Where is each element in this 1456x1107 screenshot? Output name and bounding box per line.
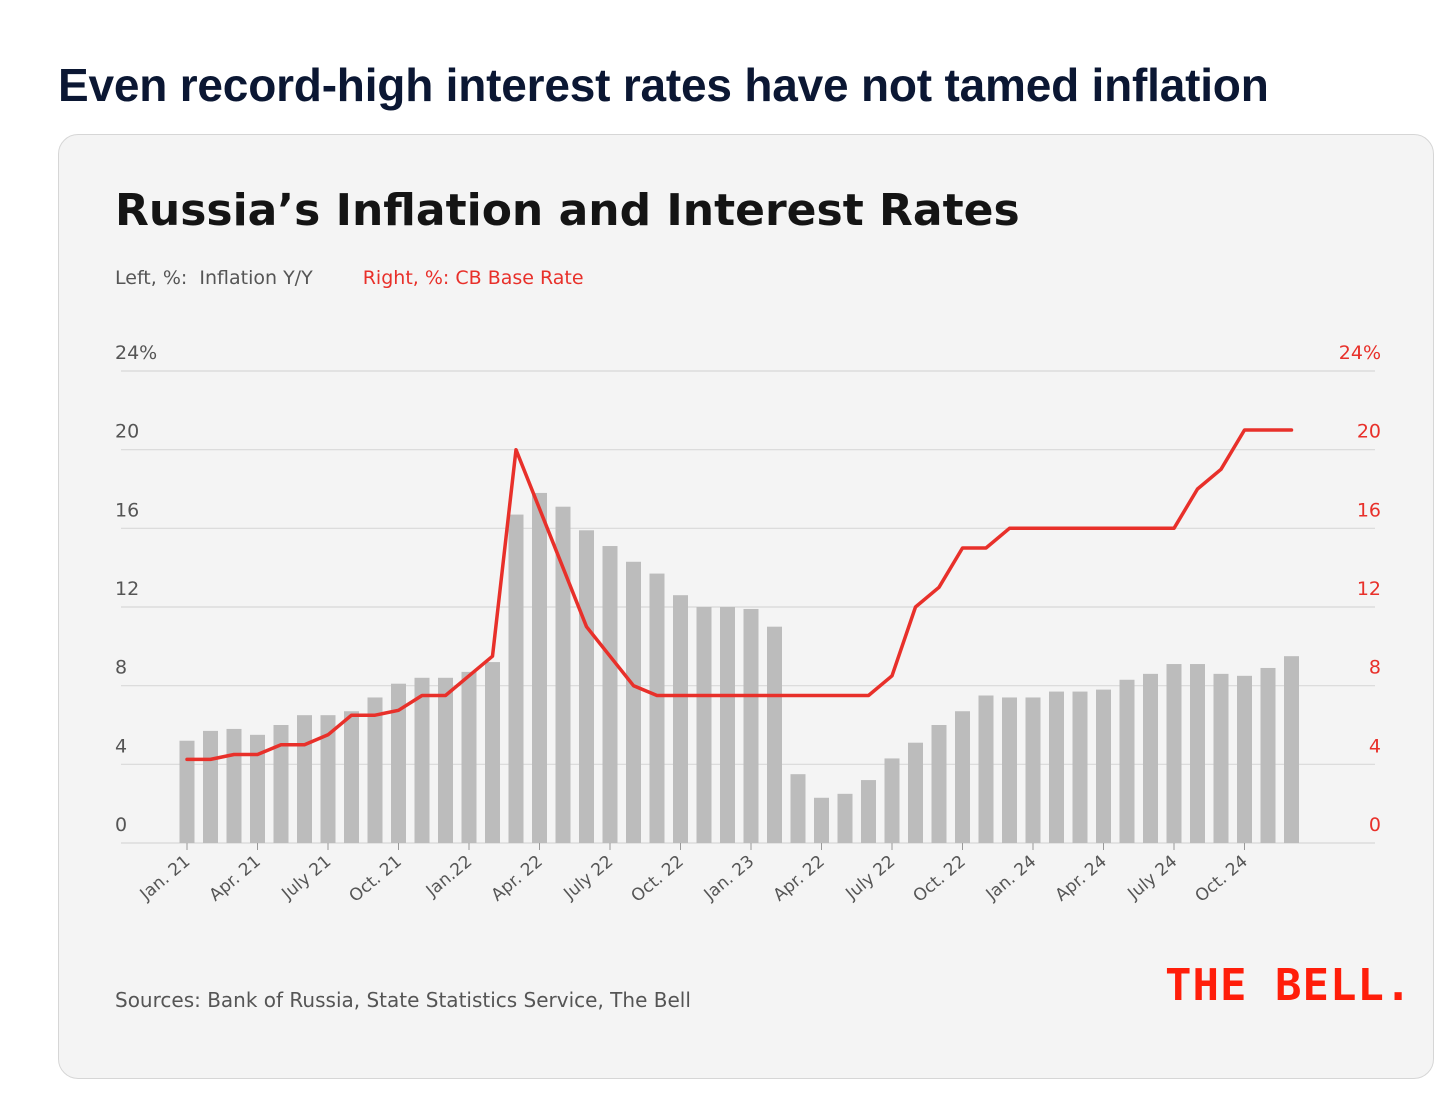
x-tick-label: July 21 bbox=[277, 852, 335, 905]
inflation-bar bbox=[508, 514, 524, 843]
x-tick-label: Oct. 22 bbox=[627, 852, 687, 907]
inflation-bar bbox=[414, 677, 430, 843]
inflation-bar bbox=[250, 734, 265, 843]
x-tick-label: Apr. 22 bbox=[488, 852, 547, 906]
legend-left-prefix: Left, %: bbox=[115, 267, 188, 289]
legend-left-name: Inflation Y/Y bbox=[199, 267, 313, 289]
inflation-bar bbox=[767, 626, 782, 843]
inflation-bar bbox=[1119, 679, 1135, 843]
inflation-bar bbox=[649, 573, 665, 843]
inflation-bar bbox=[602, 546, 618, 843]
inflation-bar bbox=[273, 725, 289, 843]
legend-right-prefix: Right, %: bbox=[362, 267, 450, 289]
inflation-bar bbox=[320, 715, 336, 843]
legend: Left, %: Inflation Y/Y Right, %: CB Base… bbox=[115, 267, 584, 289]
x-tick-label: Jan. 23 bbox=[700, 852, 759, 906]
inflation-bar bbox=[626, 561, 641, 843]
left-ticks-layer: 0 4 8 12 16 20 24% bbox=[115, 342, 157, 836]
inflation-bar bbox=[1025, 697, 1041, 843]
inflation-bar bbox=[1190, 664, 1205, 843]
right-tick-label: 0 bbox=[1369, 814, 1381, 836]
inflation-bar bbox=[743, 608, 759, 843]
x-tick-label: Jan. 24 bbox=[982, 852, 1041, 906]
inflation-bar bbox=[344, 711, 359, 843]
inflation-bar bbox=[179, 740, 195, 843]
inflation-bar bbox=[203, 730, 218, 843]
left-tick-label: 4 bbox=[115, 735, 127, 757]
chart-card: Russia’s Inflation and Interest Rates Le… bbox=[58, 134, 1434, 1079]
left-tick-label: 12 bbox=[115, 578, 139, 600]
inflation-bar bbox=[1096, 689, 1111, 843]
legend-left: Left, %: Inflation Y/Y bbox=[115, 267, 313, 289]
x-tick-label: Apr. 24 bbox=[1052, 852, 1111, 906]
inflation-bar bbox=[861, 780, 876, 843]
inflation-bar bbox=[955, 711, 970, 843]
headline: Even record-high interest rates have not… bbox=[58, 59, 1269, 111]
inflation-bar bbox=[532, 492, 547, 843]
sources-note: Sources: Bank of Russia, State Statistic… bbox=[115, 988, 691, 1012]
inflation-bar bbox=[555, 506, 571, 843]
inflation-bar bbox=[461, 671, 477, 843]
inflation-bar bbox=[931, 725, 947, 843]
right-tick-label: 4 bbox=[1369, 735, 1381, 757]
x-tick-label: Jan. 21 bbox=[136, 852, 195, 906]
chart-title: Russia’s Inflation and Interest Rates bbox=[115, 185, 1020, 236]
right-tick-label: 12 bbox=[1357, 578, 1381, 600]
inflation-bar bbox=[1213, 673, 1229, 843]
x-tick-label: July 24 bbox=[1123, 852, 1181, 905]
x-tick-label: Apr. 22 bbox=[770, 852, 829, 906]
inflation-bar bbox=[1237, 675, 1252, 843]
inflation-bar bbox=[673, 595, 688, 843]
inflation-bar bbox=[1143, 673, 1158, 843]
inflation-bar bbox=[696, 607, 712, 843]
right-ticks-layer: 0 4 8 12 16 20 24% bbox=[1339, 342, 1381, 836]
inflation-bar bbox=[837, 793, 853, 843]
the-bell-logo: THE BELL. bbox=[1165, 960, 1413, 1011]
inflation-bar bbox=[978, 695, 994, 843]
base-rate-line bbox=[185, 428, 1294, 762]
inflation-bar bbox=[226, 728, 242, 843]
left-tick-label: 16 bbox=[115, 499, 139, 521]
x-ticks-layer: Jan. 21 Apr. 21 July 21 Oct. 21 Jan.22 Apr. 2… bbox=[136, 843, 1252, 907]
x-tick-label: July 22 bbox=[841, 852, 899, 905]
left-tick-label: 20 bbox=[115, 421, 139, 443]
chart-plot: 0 4 8 12 16 20 24% 0 4 8 12 16 20 24% Jan. 21 Apr. 21… bbox=[115, 342, 1381, 907]
x-tick-label: Apr. 21 bbox=[206, 852, 265, 906]
inflation-bar bbox=[1166, 664, 1182, 843]
inflation-bar bbox=[579, 530, 594, 843]
inflation-bar bbox=[790, 774, 806, 843]
x-tick-label: Jan.22 bbox=[422, 852, 476, 902]
inflation-bar bbox=[884, 758, 900, 843]
x-tick-label: July 22 bbox=[559, 852, 617, 905]
right-tick-label: 16 bbox=[1357, 499, 1381, 521]
inflation-bar bbox=[1049, 691, 1064, 843]
inflation-bar bbox=[720, 607, 735, 843]
inflation-bar bbox=[367, 697, 383, 843]
x-tick-label: Oct. 22 bbox=[909, 852, 969, 907]
inflation-bar bbox=[908, 742, 923, 843]
bars-layer bbox=[179, 492, 1299, 843]
legend-right: Right, %: CB Base Rate bbox=[363, 267, 584, 289]
inflation-bar bbox=[485, 662, 500, 843]
left-tick-label: 24% bbox=[115, 342, 157, 364]
x-tick-label: Oct. 24 bbox=[1191, 852, 1251, 907]
legend-right-name: CB Base Rate bbox=[455, 267, 584, 289]
right-tick-label: 8 bbox=[1369, 657, 1381, 679]
inflation-bar bbox=[1284, 656, 1299, 843]
inflation-bar bbox=[391, 683, 406, 843]
inflation-bar bbox=[438, 677, 453, 843]
inflation-bar bbox=[1072, 691, 1088, 843]
line-layer bbox=[185, 428, 1294, 762]
inflation-bar bbox=[1002, 697, 1017, 843]
inflation-bar bbox=[814, 797, 829, 843]
right-tick-label: 24% bbox=[1339, 342, 1381, 364]
right-tick-label: 20 bbox=[1357, 421, 1381, 443]
x-tick-label: Oct. 21 bbox=[345, 852, 405, 907]
left-tick-label: 0 bbox=[115, 814, 127, 836]
left-tick-label: 8 bbox=[115, 657, 127, 679]
inflation-bar bbox=[1260, 667, 1276, 843]
inflation-bar bbox=[297, 715, 312, 843]
